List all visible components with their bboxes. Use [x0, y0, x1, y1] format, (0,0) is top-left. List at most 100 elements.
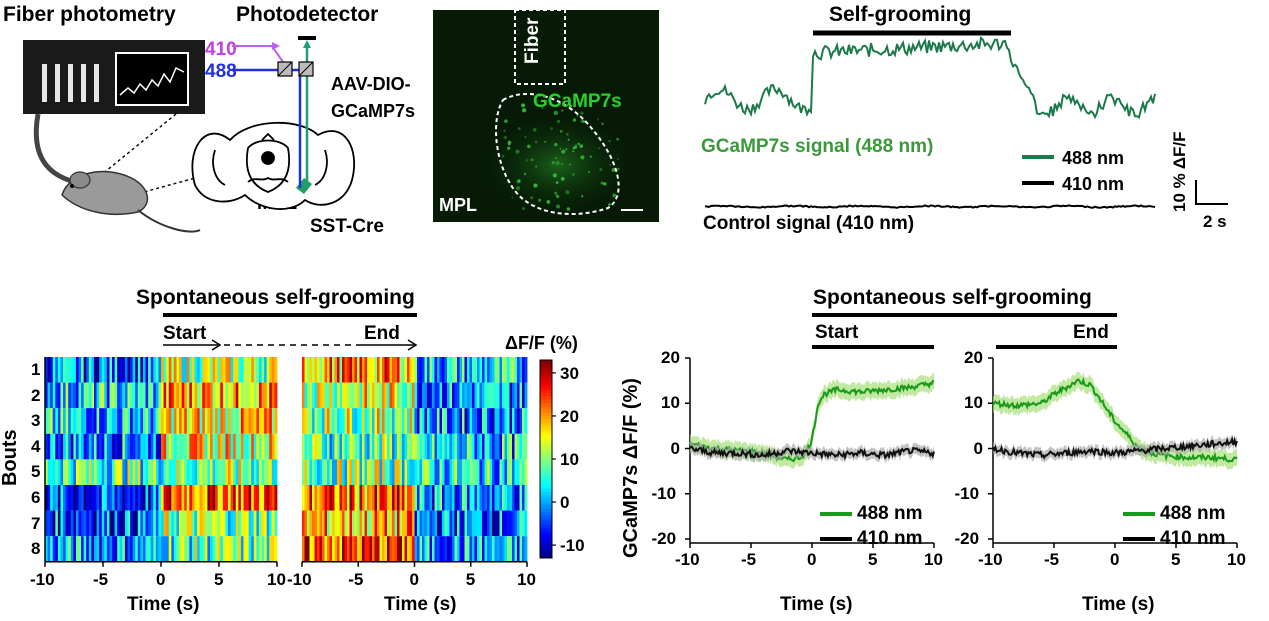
heatmap-cell	[132, 485, 136, 511]
heatmap-cell	[233, 357, 237, 383]
heatmap-cell	[512, 408, 515, 434]
heatmap-cell	[359, 536, 363, 562]
heatmap-cell	[114, 485, 118, 511]
heatmap-cell	[492, 459, 495, 485]
heatmap-cell	[153, 382, 157, 409]
heatmap-cell	[322, 510, 325, 537]
heatmap-cell	[397, 485, 400, 511]
heatmap-cell	[112, 485, 115, 511]
heatmap-cell	[161, 510, 164, 537]
heatmap-cell	[467, 357, 470, 383]
heatmap-cell	[487, 510, 490, 537]
heatmap-cell	[392, 408, 395, 434]
heatmap-cell	[274, 536, 278, 562]
heatmap-cell	[387, 510, 390, 537]
heatmap-cell	[382, 408, 385, 434]
heatmap-cell	[409, 510, 413, 537]
heatmap-cell	[444, 408, 448, 434]
heatmap-cell	[492, 433, 495, 460]
heatmap-cell	[509, 485, 513, 511]
heatmap-cell	[274, 357, 278, 383]
heatmap-cell	[422, 382, 425, 409]
heatmap-cell	[135, 536, 139, 562]
colorbar-step	[540, 548, 552, 552]
heatmap-cell	[137, 536, 141, 562]
heatmap-cell	[484, 510, 488, 537]
heatmap-cell	[228, 510, 231, 537]
heatmap-cell	[447, 510, 450, 537]
heatmap-cell	[122, 357, 126, 383]
heatmap-cell	[251, 408, 255, 434]
heatmap-cell	[349, 382, 353, 409]
trace-control-label: Control signal (410 nm)	[703, 213, 915, 234]
heatmap-cell	[507, 459, 510, 485]
heatmap-cell	[357, 382, 360, 409]
heatmap-cell	[464, 485, 468, 511]
heatmap-cell	[109, 382, 113, 409]
heatmap-cell	[367, 433, 370, 460]
heatmap-cell	[68, 382, 72, 409]
heatmap-cell	[409, 536, 413, 562]
heatmap-cell	[81, 357, 85, 383]
heatmap-cell	[397, 536, 400, 562]
colorbar-step	[540, 429, 552, 434]
heatmap-cell	[70, 357, 74, 383]
heatmap-cell	[432, 485, 435, 511]
heatmap-cell	[202, 408, 206, 434]
heatmap-cell	[220, 510, 224, 537]
heatmap-cell	[474, 536, 478, 562]
heatmap-cell	[91, 357, 95, 383]
heatmap-cell	[264, 408, 268, 434]
heatmap-cell	[469, 459, 473, 485]
heatmap-cell	[317, 510, 320, 537]
heatmap-cell	[407, 536, 410, 562]
heatmap-cell	[70, 485, 74, 511]
heatmap-cell	[106, 485, 110, 511]
heatmap-cell	[359, 357, 363, 383]
heatmap-cell	[439, 382, 443, 409]
heatmap-cell	[47, 357, 51, 383]
heatmap-cell	[204, 357, 208, 383]
heatmap-cell	[173, 485, 177, 511]
colorbar-step	[540, 508, 552, 513]
heatmap-cell	[142, 485, 146, 511]
heatmap-cell	[509, 357, 513, 383]
heatmap-cell	[161, 382, 164, 409]
heatmap-cell	[449, 433, 453, 460]
avg-ytick: -20	[651, 529, 677, 548]
heatmap-cell	[504, 536, 508, 562]
heatmap-cell	[384, 408, 388, 434]
heatmap-cell	[449, 510, 453, 537]
heatmap-cell	[194, 382, 198, 409]
heatmap-cell	[369, 485, 373, 511]
heatmap-cell	[240, 536, 244, 562]
heatmap-cell	[261, 408, 265, 434]
heatmap-xlabel-left: Time (s)	[127, 594, 200, 615]
heatmap-cell	[497, 408, 500, 434]
heatmap-cell	[382, 459, 385, 485]
heatmap-cell	[73, 536, 77, 562]
heatmap-cell	[494, 408, 498, 434]
heatmap-cell	[161, 433, 164, 460]
heatmap-cell	[189, 510, 193, 537]
heatmap-cell	[204, 382, 208, 409]
heatmap-cell	[522, 382, 525, 409]
heatmap-cell	[412, 433, 415, 460]
heatmap-cell	[344, 510, 348, 537]
heatmap-cell	[186, 459, 190, 485]
heatmap-cell	[166, 510, 170, 537]
heatmap-cell	[222, 357, 226, 383]
heatmap-cell	[88, 536, 92, 562]
heatmap-cell	[253, 357, 257, 383]
heatmap-cell	[83, 459, 87, 485]
heatmap-cell	[407, 459, 410, 485]
trace-legend-410: 410 nm	[1062, 174, 1125, 194]
heatmap-cell	[220, 536, 224, 562]
heatmap-cell	[179, 357, 183, 383]
heatmap-cell	[444, 485, 448, 511]
heatmap-cell	[372, 536, 375, 562]
heatmap-cell	[57, 433, 61, 460]
heatmap-cell	[372, 382, 375, 409]
heatmap-cell	[238, 408, 242, 434]
heatmap-cell	[497, 536, 500, 562]
